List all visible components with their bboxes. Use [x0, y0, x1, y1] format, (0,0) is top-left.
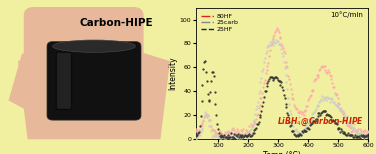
Polygon shape [19, 38, 169, 139]
Ellipse shape [53, 40, 135, 52]
FancyBboxPatch shape [47, 42, 141, 120]
Text: 10°C/min: 10°C/min [331, 12, 363, 18]
Text: Carbon-HIPE: Carbon-HIPE [80, 18, 153, 28]
Legend: 80HF, 25carb, 25HF: 80HF, 25carb, 25HF [199, 11, 241, 34]
X-axis label: Temp (°C): Temp (°C) [263, 151, 301, 154]
Y-axis label: Intensity: Intensity [168, 56, 177, 90]
FancyBboxPatch shape [77, 8, 118, 72]
Polygon shape [9, 54, 47, 116]
FancyBboxPatch shape [56, 52, 71, 109]
FancyBboxPatch shape [103, 8, 143, 72]
FancyBboxPatch shape [24, 8, 66, 72]
Text: LiBH$_4$@Carbon-HIPE: LiBH$_4$@Carbon-HIPE [277, 116, 363, 128]
FancyBboxPatch shape [51, 8, 92, 72]
